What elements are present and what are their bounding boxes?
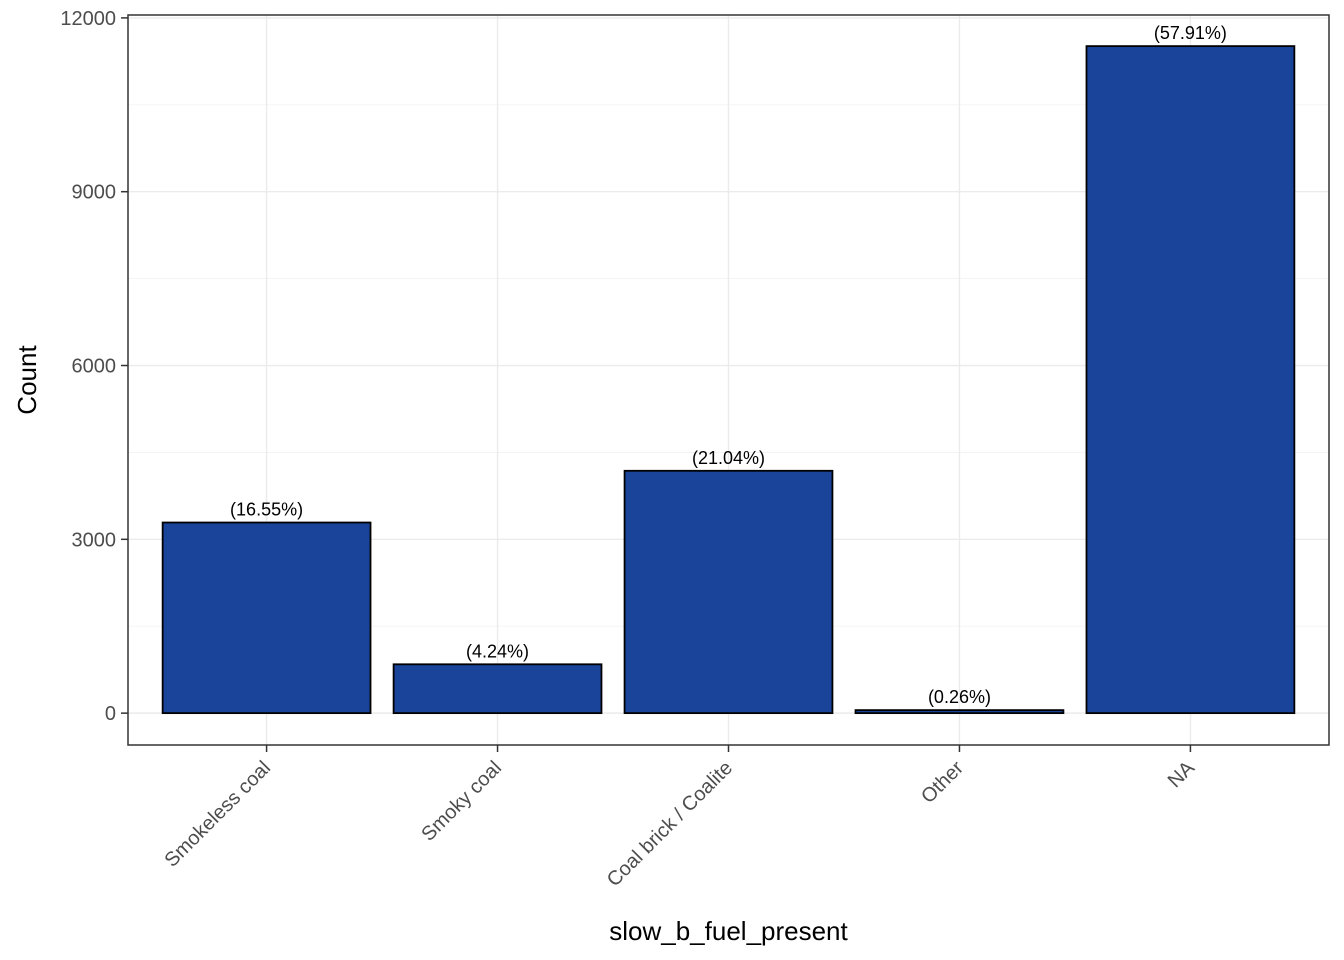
bar-coal-brick-coalite xyxy=(623,469,834,715)
bar-other xyxy=(854,709,1065,715)
y-tick-label: 3000 xyxy=(72,529,117,551)
x-axis-title: slow_b_fuel_present xyxy=(609,916,848,946)
data-label: (57.91%) xyxy=(1154,23,1227,43)
data-labels: (16.55%) (4.24%) (21.04%) (0.26%) (57.91%) xyxy=(230,23,1227,707)
bars xyxy=(161,45,1296,715)
data-label: (16.55%) xyxy=(230,500,303,520)
data-label: (4.24%) xyxy=(466,641,529,661)
y-axis: 0 3000 6000 9000 12000 xyxy=(60,8,128,725)
y-tick-label: 12000 xyxy=(60,8,116,30)
bar-na xyxy=(1085,45,1296,715)
data-label: (21.04%) xyxy=(692,448,765,468)
bar-smokeless-coal xyxy=(161,521,372,715)
y-tick-label: 6000 xyxy=(72,356,117,378)
bar-smoky-coal xyxy=(392,663,603,715)
y-tick-label: 0 xyxy=(105,703,116,725)
data-label: (0.26%) xyxy=(928,687,991,707)
y-tick-label: 9000 xyxy=(72,182,117,204)
y-axis-title: Count xyxy=(12,345,42,415)
